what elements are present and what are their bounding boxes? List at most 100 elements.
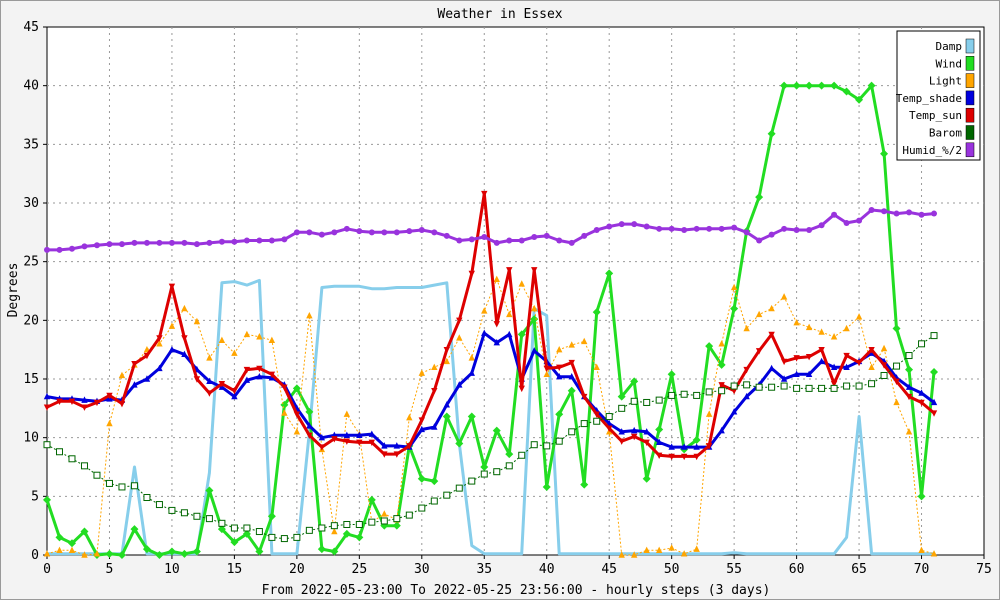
series-humid-2-point [293,229,300,236]
series-light-point [868,363,875,370]
series-temp-sun-point [880,362,888,369]
series-wind-point [417,474,426,483]
series-light-point [68,546,76,554]
series-humid-2-point [243,237,250,244]
series-temp-shade-point [630,426,638,434]
series-temp-sun-point [630,433,638,441]
series-temp-sun-point [356,439,363,447]
series-light-point [655,546,663,554]
series-temp-shade-point [930,398,938,406]
series-wind-point [117,551,126,559]
series-humid-2-point [731,224,738,231]
series-barom-point [243,524,251,532]
x-tick-label: 45 [601,562,617,577]
series-temp-sun-point [543,365,550,373]
legend-swatch-wind [965,56,975,71]
legend-swatch-temp-sun [965,107,975,123]
x-tick-label: 25 [352,562,368,577]
series-temp-shade-point [243,376,251,383]
series-barom-point [680,390,688,398]
series-temp-shade-point [456,381,463,388]
series-light-point [843,324,850,332]
series-temp-sun-point [680,453,688,461]
series-wind-point [43,495,51,504]
series-humid-2-point [93,242,100,249]
series-temp-sun-point [581,393,588,401]
series-temp-shade-point [493,338,500,346]
series-temp-sun-point [281,384,288,391]
series-temp-sun-point [693,453,700,461]
series-temp-shade-point [306,422,313,429]
series-wind-point [292,384,301,393]
series-temp-sun-point [755,348,763,355]
series-barom-point [105,479,113,487]
series-light-point [106,419,113,427]
series-light-point [43,550,51,557]
series-humid-2-point [443,232,450,239]
series-light-point [156,340,163,347]
series-barom-point [330,522,338,530]
series-temp-shade-point [743,392,750,400]
series-humid-2-point [843,219,850,226]
series-barom-point [193,512,201,520]
series-barom-point [55,448,63,456]
series-temp-sun-point [443,346,450,354]
series-barom-point [643,398,651,406]
series-temp-shade-point [618,428,625,435]
series-wind-point [142,545,151,554]
series-humid-2-point [118,241,125,248]
series-light-point [556,345,563,353]
series-light-point [481,307,488,314]
series-barom-point [218,519,226,527]
series-light-point [506,310,513,318]
series-temp-sun-point [68,398,76,405]
series-temp-shade-point [381,442,388,449]
series-light-point [768,304,775,312]
series-temp-sun-point [606,425,613,432]
series-wind-point [830,81,839,90]
series-temp-sun-point [206,390,213,397]
series-humid-2-point [506,237,513,244]
series-wind-point [105,549,114,558]
series-humid-2-point [581,232,588,239]
legend-label-humid-2: Humid_%/2 [902,144,962,157]
legend: Damp Wind Light Temp_shade Temp_sun Barom Humi… [896,30,981,161]
series-temp-shade-point [468,369,475,376]
series-barom-point [255,528,263,536]
series-wind-point [480,463,489,471]
series-temp-shade-point [81,396,88,403]
series-wind-point [892,324,901,333]
series-barom-point [580,420,588,428]
series-barom-point [630,397,638,405]
series-temp-shade-point [393,442,401,449]
series-wind-point [80,527,89,536]
series-barom-point [618,404,626,412]
series-temp-shade-point [418,425,425,433]
series-barom-point [593,417,601,425]
series-temp-sun-point [930,410,938,417]
series-temp-shade-point [843,363,850,370]
series-humid-2-point [631,221,638,228]
series-light-point [93,550,101,557]
series-temp-sun-point [705,443,713,450]
series-wind-point [192,547,201,556]
series-humid-2-point [231,238,238,245]
series-wind-point [867,81,876,90]
series-temp-sun-point [718,382,725,389]
series-temp-sun-point [231,388,238,395]
series-light-point [306,311,313,319]
series-light-point [793,318,800,326]
series-light-point [168,322,176,329]
series-barom-point [305,526,313,534]
series-humid-2-point [668,225,675,232]
series-light-point [543,370,550,378]
series-wind-point [730,304,739,313]
series-temp-shade-point [318,433,326,441]
series-barom-point [468,477,476,485]
series-temp-shade-point [506,330,513,338]
y-tick-label: 20 [23,313,39,328]
series-light-point [780,293,788,300]
series-temp-sun-point [256,365,263,373]
series-barom-point [380,517,388,525]
series-wind-point [805,81,814,90]
